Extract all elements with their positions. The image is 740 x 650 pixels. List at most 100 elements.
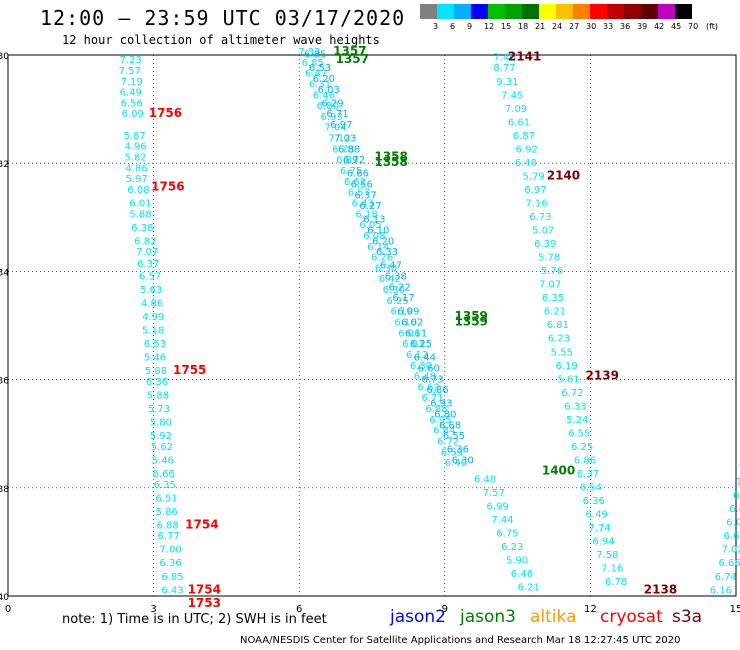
swh-value: 6.71	[326, 109, 348, 120]
pass-time-label: 1755	[173, 363, 206, 377]
swh-value: 6.84	[433, 426, 455, 437]
swh-value: 6.48	[414, 372, 436, 383]
swh-value: 7.33	[298, 47, 320, 58]
color-swatch	[522, 4, 539, 19]
swh-value: 7.40	[493, 52, 515, 63]
swh-value: 6.72	[343, 155, 365, 166]
color-swatch	[675, 4, 692, 19]
swh-value: 6.25	[387, 296, 409, 307]
swh-value: 6.01	[129, 198, 151, 209]
color-swatch-label: 24	[552, 22, 563, 31]
swh-value: 6.93	[430, 399, 452, 410]
swh-value: 5.55	[551, 347, 573, 358]
swh-value: 6.23	[501, 542, 523, 553]
swh-value: 6.06	[398, 328, 420, 339]
plot-frame	[7, 54, 737, 597]
swh-value: 6.97	[524, 185, 546, 196]
swh-value: 6.85	[304, 50, 326, 61]
swh-value: 5.76	[541, 266, 563, 277]
swh-value: 6.31	[309, 79, 331, 90]
swh-value: 6.75	[496, 528, 518, 539]
swh-value: 6.96	[733, 491, 740, 502]
color-swatch-label: 39	[637, 22, 648, 31]
swh-value: 6.14	[367, 242, 389, 253]
swh-value: 6.54	[580, 483, 602, 494]
swh-value: 6.85	[302, 58, 324, 69]
swh-value: 6.46	[511, 569, 533, 580]
color-swatch	[437, 4, 454, 19]
swh-value: 6.73	[529, 212, 551, 223]
swh-value: 6.36	[146, 377, 168, 388]
swh-value: 6.25	[571, 442, 593, 453]
color-swatch-label: 21	[535, 22, 546, 31]
swh-value: 5.46	[152, 455, 174, 466]
swh-value: 7.45	[501, 90, 523, 101]
swh-value: 6.27	[359, 201, 381, 212]
swh-value: 6.37	[137, 259, 159, 270]
swh-value: 6.92	[516, 144, 538, 155]
swh-value: 6.86	[574, 455, 596, 466]
pass-time-label: 1756	[149, 106, 182, 120]
swh-value: 7.16	[525, 198, 547, 209]
swh-value: 5.90	[506, 556, 528, 567]
swh-value: 7.04	[324, 123, 346, 134]
swh-value: 6.53	[309, 63, 331, 74]
color-scale-unit: (ft)	[706, 22, 719, 31]
swh-value: 5.86	[156, 507, 178, 518]
pass-time-label: 1754	[188, 582, 221, 596]
swh-value: 6.37	[355, 190, 377, 201]
swh-value: 6.03	[402, 339, 424, 350]
swh-value: 6.44	[414, 353, 436, 364]
pass-time-label: 1359	[455, 315, 488, 329]
pass-time-label: 1756	[151, 179, 184, 193]
color-swatch	[607, 4, 624, 19]
color-swatch	[420, 4, 437, 19]
swh-value: 6.43	[161, 585, 183, 596]
y-tick-label: -34	[0, 268, 9, 278]
swh-value: 6.42	[729, 504, 740, 515]
pass-time-label: 1357	[336, 52, 369, 66]
swh-value: 6.05	[359, 220, 381, 231]
swh-value: 6.77	[157, 531, 179, 542]
swh-value: 6.30	[383, 285, 405, 296]
swh-value: 6.30	[410, 361, 432, 372]
swh-value: 6.16	[710, 585, 732, 596]
swh-value: 6.18	[355, 209, 377, 220]
swh-value: 6.23	[548, 334, 570, 345]
swh-value: 6.38	[385, 272, 407, 283]
swh-value: 6.03	[318, 85, 340, 96]
swh-value: 6.66	[719, 558, 740, 569]
swh-value: 5.80	[150, 418, 172, 429]
footer-credit: NOAA/NESDIS Center for Satellite Applica…	[240, 635, 681, 646]
x-tick-label: 0	[5, 604, 11, 615]
swh-value: 6.85	[161, 572, 183, 583]
swh-value: 6.81	[547, 320, 569, 331]
swh-value: 6.68	[439, 420, 461, 431]
y-tick-label: -36	[0, 377, 9, 387]
color-swatch-label: 33	[603, 22, 614, 31]
chart-title: 12:00 – 23:59 UTC 03/17/2020	[40, 6, 406, 30]
swh-value: 5.24	[566, 415, 588, 426]
color-swatch-label: 27	[569, 22, 580, 31]
swh-value: 6.78	[332, 144, 354, 155]
swh-value: 6.74	[715, 572, 737, 583]
swh-value: 8.77	[493, 63, 515, 74]
swh-value: 7.74	[588, 523, 610, 534]
swh-value: 6.99	[487, 501, 509, 512]
color-swatch	[573, 4, 590, 19]
x-tick-label: 15	[730, 604, 740, 615]
swh-value: 7.02	[721, 545, 740, 556]
pass-time-label: 2141	[508, 49, 541, 63]
swh-value: 6.82	[134, 236, 156, 247]
swh-value: 6.10	[367, 226, 389, 237]
swh-value: 6.55	[568, 428, 590, 439]
swh-value: 6.62	[344, 177, 366, 188]
swh-value: 6.56	[351, 180, 373, 191]
swh-value: 5.78	[538, 253, 560, 264]
swh-value: 6.48	[474, 474, 496, 485]
swh-value: 7.07	[539, 280, 561, 291]
swh-value: 5.18	[142, 326, 164, 337]
footer-note: note: 1) Time is in UTC; 2) SWH is in fe…	[62, 612, 327, 627]
swh-value: 7.23	[120, 55, 142, 66]
